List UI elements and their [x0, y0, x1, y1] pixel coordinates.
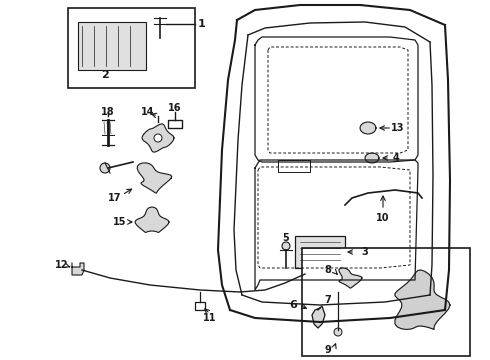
Polygon shape [135, 207, 169, 233]
Polygon shape [72, 263, 84, 275]
Text: 13: 13 [391, 123, 405, 133]
Text: 14: 14 [141, 107, 155, 117]
Text: 4: 4 [392, 153, 399, 163]
Bar [78, 22, 146, 70]
Bar [302, 248, 470, 356]
Circle shape [100, 163, 110, 173]
Text: 7: 7 [325, 295, 331, 305]
Bar [295, 236, 345, 268]
Text: 9: 9 [325, 345, 331, 355]
Text: 15: 15 [113, 217, 127, 227]
Polygon shape [142, 124, 174, 152]
Polygon shape [395, 270, 450, 329]
Text: 2: 2 [101, 70, 109, 80]
Circle shape [154, 134, 162, 142]
Text: 6: 6 [289, 300, 297, 310]
Polygon shape [137, 163, 172, 193]
Text: 12: 12 [55, 260, 69, 270]
Polygon shape [365, 153, 379, 163]
Circle shape [282, 242, 290, 250]
Text: 17: 17 [108, 193, 122, 203]
Text: 3: 3 [362, 247, 368, 257]
Polygon shape [312, 306, 325, 328]
Text: 16: 16 [168, 103, 182, 113]
Polygon shape [339, 268, 362, 288]
Text: 1: 1 [198, 19, 206, 29]
Circle shape [334, 328, 342, 336]
Text: 18: 18 [101, 107, 115, 117]
Text: 5: 5 [283, 233, 290, 243]
Text: 11: 11 [203, 313, 217, 323]
Text: 8: 8 [324, 265, 331, 275]
Bar [68, 8, 195, 88]
Polygon shape [360, 122, 376, 134]
Text: 10: 10 [376, 213, 390, 223]
